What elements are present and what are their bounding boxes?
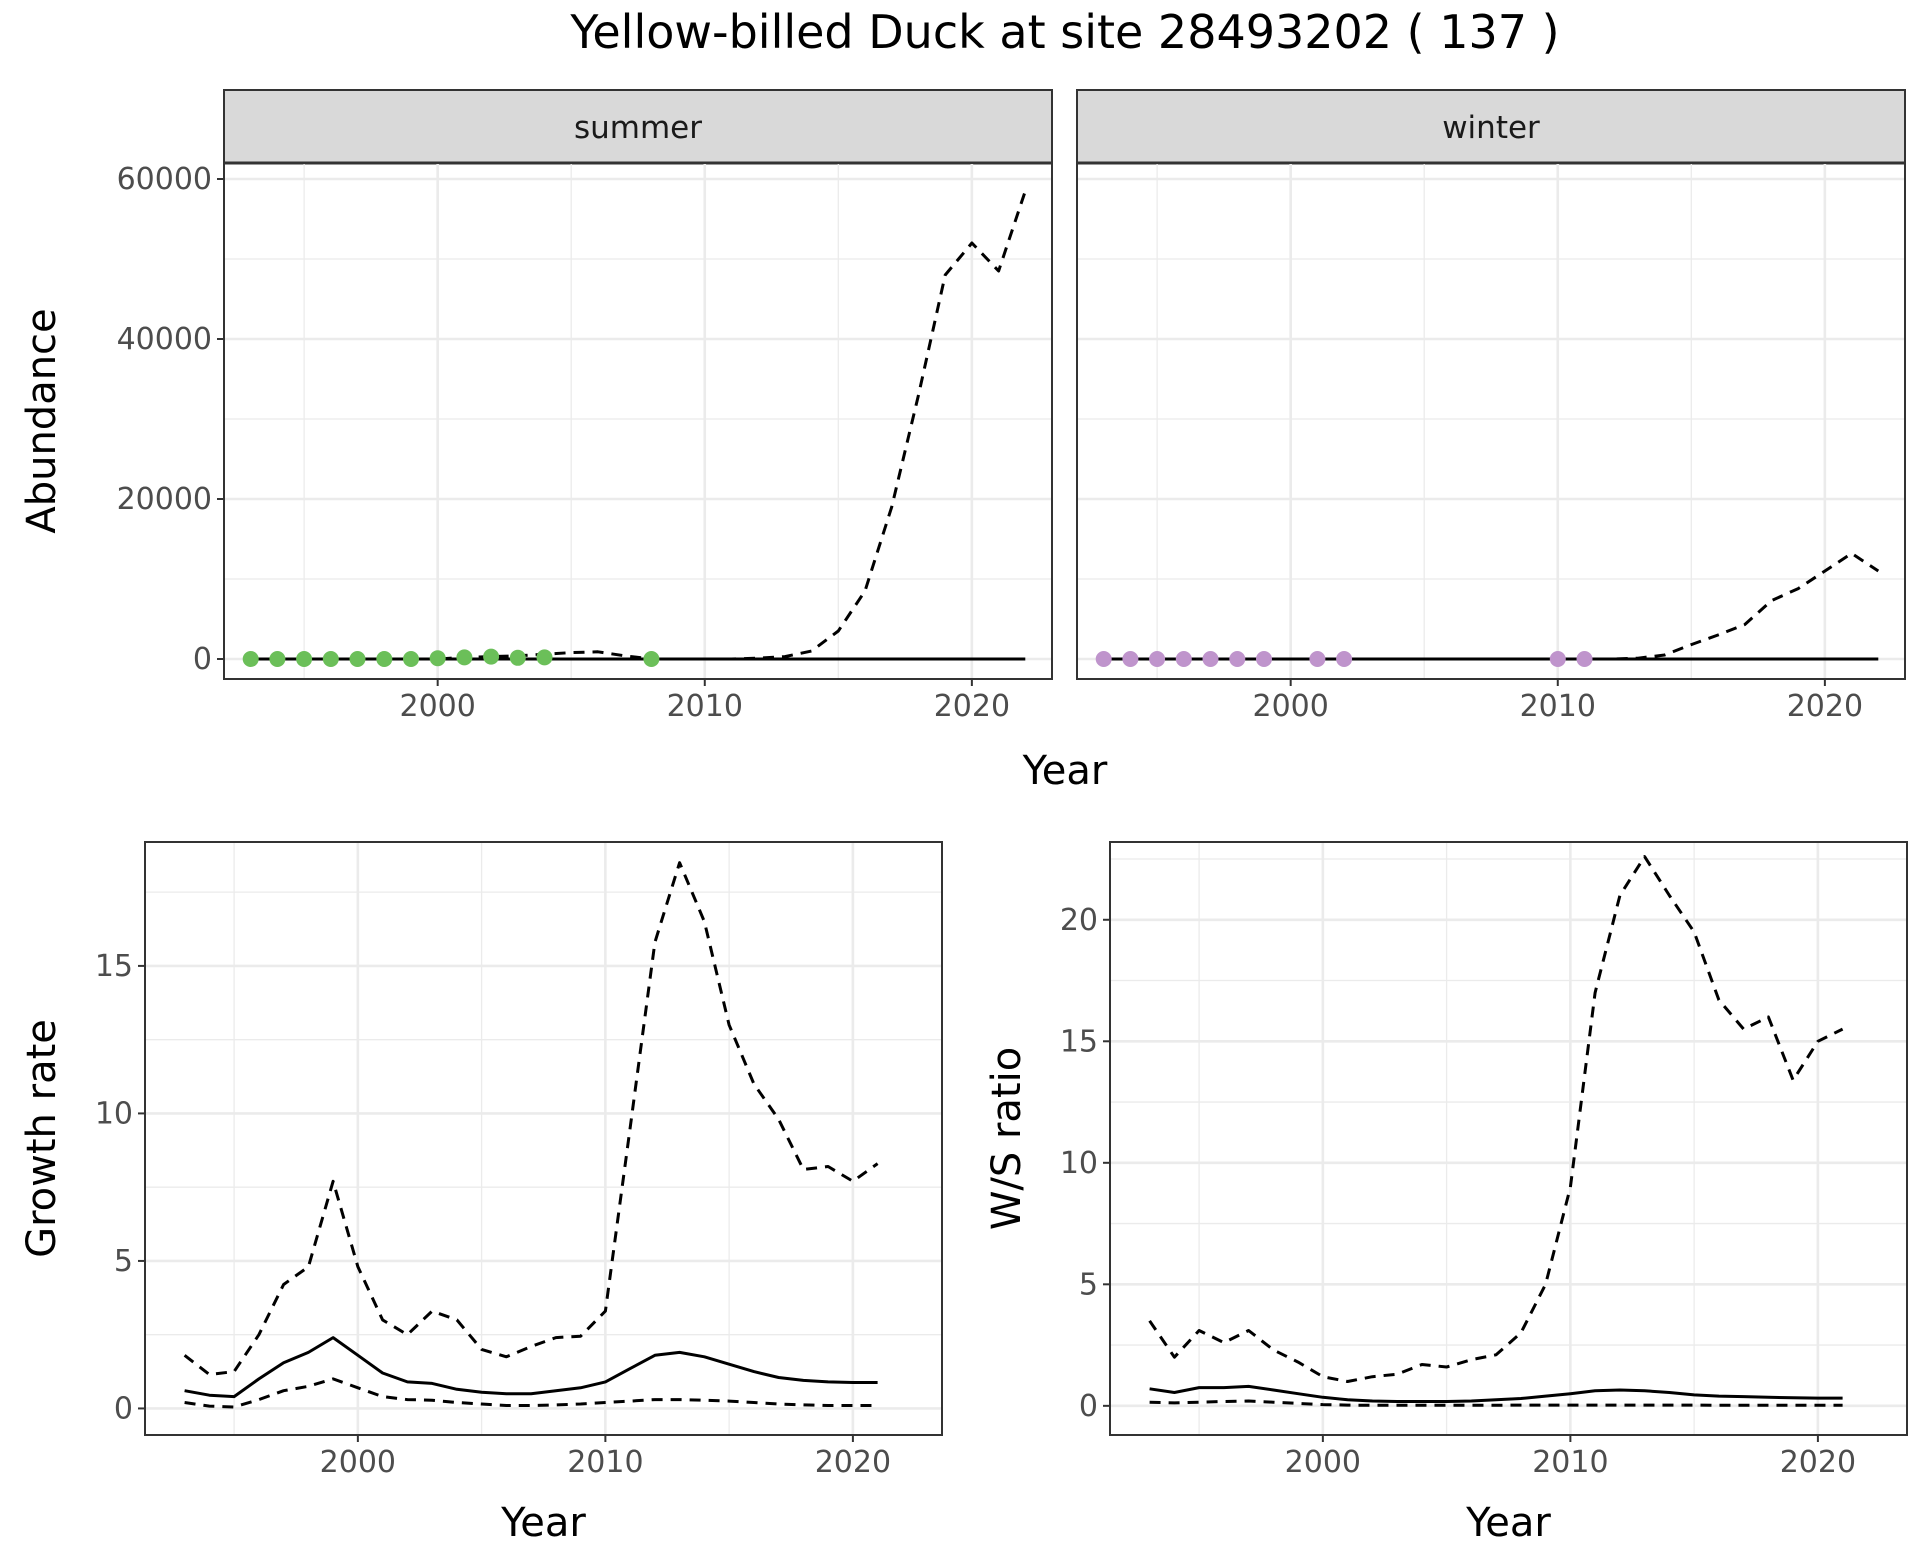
y-tick-label: 20 <box>1060 903 1098 938</box>
x-tick-label: 2020 <box>934 689 1010 724</box>
data-point <box>322 651 339 667</box>
panel-border <box>223 162 1053 680</box>
series-line-dashed <box>184 1377 878 1409</box>
series-line-dashed <box>183 861 879 1376</box>
data-point <box>1122 651 1139 667</box>
y-axis-title: Abundance <box>19 308 65 533</box>
chart-title: Yellow-billed Duck at site 28493202 ( 13… <box>569 5 1559 59</box>
data-point <box>242 651 259 667</box>
data-point <box>1549 651 1566 667</box>
data-point <box>296 651 313 667</box>
panel-border <box>1076 162 1906 680</box>
panel-border <box>144 841 943 1436</box>
x-tick-label: 2020 <box>815 1445 891 1480</box>
y-axis-title: W/S ratio <box>984 1047 1030 1230</box>
facet-strip-label: winter <box>1442 110 1540 146</box>
x-tick-label: 2010 <box>1532 1445 1608 1480</box>
series-line-dashed <box>1103 551 1880 661</box>
facet-panel-winter: winter 2000 2010 2020 <box>1076 89 1906 724</box>
x-tick-label: 2010 <box>667 689 743 724</box>
y-tick-label: 40000 <box>117 322 212 357</box>
x-tick-label: 2010 <box>1520 689 1596 724</box>
x-tick-label: 2020 <box>1780 1445 1856 1480</box>
y-tick-label: 15 <box>95 949 133 984</box>
x-tick-label: 2000 <box>1252 689 1328 724</box>
x-tick-label: 2000 <box>1285 1445 1361 1480</box>
x-axis-title: Year <box>1022 748 1108 794</box>
series-line-dashed <box>250 190 1027 661</box>
y-tick-label: 0 <box>114 1391 133 1426</box>
data-point <box>536 649 553 666</box>
x-axis-title: Year <box>500 1500 586 1546</box>
data-point <box>1095 651 1112 667</box>
data-point <box>429 650 446 667</box>
series-line-solid <box>1149 1384 1843 1403</box>
data-point <box>1229 651 1246 667</box>
y-tick-label: 0 <box>193 642 212 677</box>
facet-strip <box>223 89 1053 164</box>
y-tick-label: 10 <box>95 1096 133 1131</box>
data-point <box>1309 651 1326 667</box>
y-tick-label: 20000 <box>117 482 212 517</box>
data-point <box>1202 651 1219 667</box>
x-tick-label: 2010 <box>567 1445 643 1480</box>
data-point <box>1256 651 1272 667</box>
y-tick-label: 0 <box>1079 1389 1098 1424</box>
x-tick-label: 2000 <box>320 1445 396 1480</box>
y-axis-title: Growth rate <box>19 1019 65 1258</box>
x-tick-label: 2000 <box>399 689 475 724</box>
data-point <box>269 651 286 667</box>
data-point <box>1149 651 1166 667</box>
y-tick-label: 10 <box>1060 1146 1098 1181</box>
data-point <box>456 649 473 666</box>
data-point <box>376 651 393 667</box>
y-tick-label: 60000 <box>117 162 212 197</box>
data-point <box>1336 651 1353 667</box>
data-point <box>483 648 500 665</box>
data-point <box>509 649 526 666</box>
data-point <box>1175 651 1192 667</box>
data-point <box>1576 651 1593 667</box>
y-tick-label: 5 <box>1079 1267 1098 1302</box>
facet-strip-label: summer <box>574 110 702 146</box>
panel-growth: 2000 2010 2020 0 5 10 15 Year Growth rate <box>19 841 943 1546</box>
series-line-solid <box>184 1336 878 1399</box>
panel-border <box>1109 841 1908 1436</box>
y-tick-label: 5 <box>114 1244 133 1279</box>
data-point <box>643 651 660 667</box>
x-tick-label: 2020 <box>1787 689 1863 724</box>
series-line-dashed <box>1149 1399 1843 1407</box>
y-tick-label: 15 <box>1060 1024 1098 1059</box>
facet-panel-summer: summer 2000 2010 2020 0 20000 40000 60000 <box>117 89 1053 724</box>
x-axis-title: Year <box>1465 1500 1551 1546</box>
series-line-dashed <box>1148 855 1844 1383</box>
data-point <box>403 651 419 667</box>
data-point <box>349 651 366 667</box>
panel-ratio: 2000 2010 2020 0 5 10 15 20 Year W/S ratio <box>984 841 1908 1546</box>
